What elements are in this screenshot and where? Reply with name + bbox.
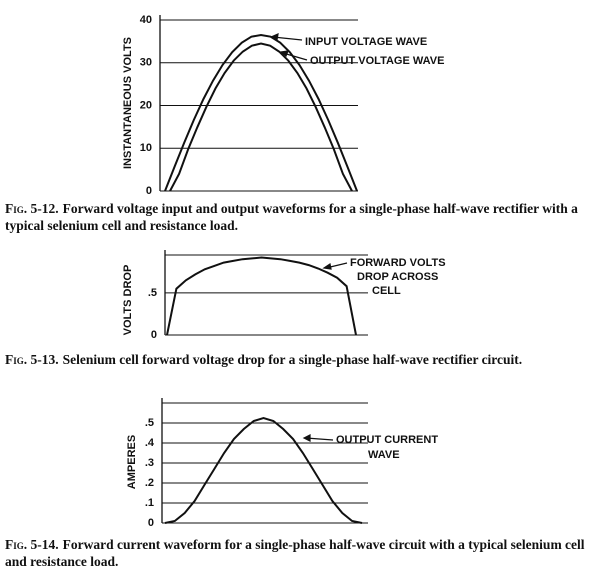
y-tick-label: 0 [146, 185, 152, 197]
line-series [169, 42, 353, 192]
y-tick-label: .5 [148, 287, 157, 299]
annotation: OUTPUT CURRENT [336, 434, 438, 446]
y-tick-label: 0 [151, 329, 157, 341]
arrowhead [302, 434, 311, 442]
caption-text: Forward current waveform for a single-ph… [5, 537, 585, 569]
y-tick-label: .1 [145, 497, 154, 509]
arrows [269, 33, 348, 442]
y-tick-label: .5 [145, 417, 154, 429]
y-axis-label: INSTANTANEOUS VOLTS [122, 37, 134, 169]
y-tick-label: .4 [145, 437, 155, 449]
y-tick-label: 20 [140, 99, 152, 111]
caption-text: Selenium cell forward voltage drop for a… [62, 352, 523, 367]
line-series [164, 33, 358, 192]
y-tick-label: .3 [145, 457, 154, 469]
y-axis-label: VOLTS DROP [122, 265, 134, 336]
y-tick-label: 0 [148, 517, 154, 529]
figure-label: Fig. 5-12. [5, 201, 59, 216]
y-tick-label: .2 [145, 477, 154, 489]
y-tick-label: 30 [140, 57, 152, 69]
annotation: WAVE [368, 449, 400, 461]
caption: Fig. 5-12. Forward voltage input and outp… [5, 200, 585, 234]
figure-label: Fig. 5-13. [5, 352, 59, 367]
arrowhead [322, 263, 332, 270]
y-axis-label: AMPERES [126, 435, 138, 489]
line-series [164, 416, 363, 524]
line-series [166, 256, 357, 336]
figure-label: Fig. 5-14. [5, 537, 59, 552]
y-tick-label: 10 [140, 142, 152, 154]
caption: Fig. 5-14. Forward current waveform for a… [5, 536, 585, 570]
arrowhead [279, 50, 289, 57]
series-label: INPUT VOLTAGE WAVE [305, 36, 427, 48]
annotation: FORWARD VOLTS [350, 257, 446, 269]
series-label: OUTPUT VOLTAGE WAVE [310, 55, 444, 67]
annotation: CELL [372, 285, 401, 297]
caption-text: Forward voltage input and output wavefor… [5, 201, 578, 233]
y-tick-label: 40 [140, 14, 152, 26]
caption: Fig. 5-13. Selenium cell forward voltage … [5, 351, 585, 368]
annotation: DROP ACROSS [357, 271, 438, 283]
